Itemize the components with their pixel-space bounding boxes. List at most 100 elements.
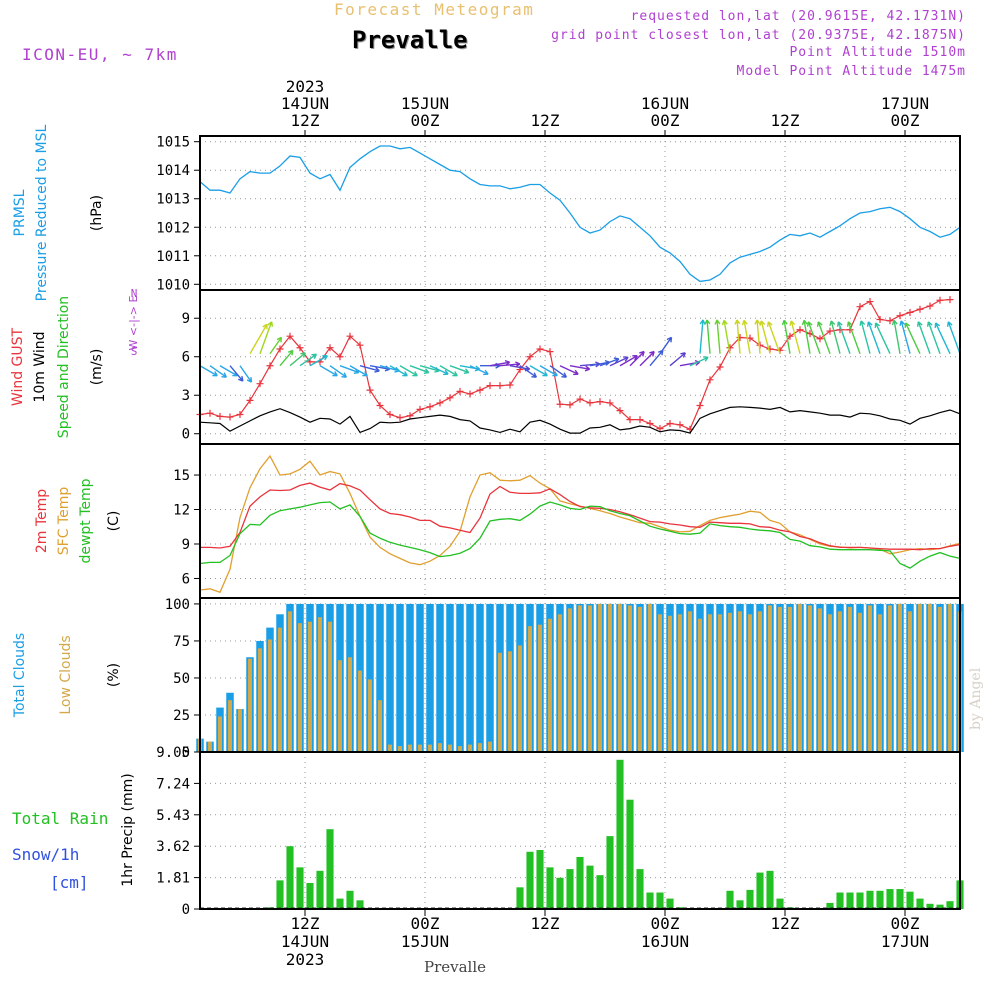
rain-bar — [616, 760, 623, 909]
year-label-bottom: 2023 — [286, 950, 325, 969]
rain-bar — [306, 883, 313, 909]
low-cloud-bar — [688, 611, 692, 752]
low-cloud-bar — [658, 614, 662, 752]
rain-bar — [566, 869, 573, 909]
low-cloud-bar — [228, 700, 232, 752]
low-cloud-bar — [648, 604, 652, 752]
low-cloud-bar — [468, 745, 472, 752]
rain-bar — [296, 867, 303, 909]
wind-title: 10m Wind — [32, 331, 48, 402]
rain-bar — [546, 867, 553, 909]
pressure-tick-label: 1013 — [156, 192, 190, 208]
pressure-title: PRMSL — [12, 189, 28, 236]
low-cloud-bar — [358, 671, 362, 752]
wind-direction-arrow — [540, 366, 557, 376]
gust-marker — [857, 303, 864, 310]
wind-direction-arrow — [868, 322, 880, 354]
precip-tick-label: 1.81 — [156, 871, 190, 887]
gust-marker — [447, 394, 454, 401]
time-label-top: 00Z — [651, 111, 680, 130]
credit-label: by Angel — [968, 668, 984, 730]
temp-2m-line — [200, 483, 960, 550]
meteogram: 1010101110121013101410150369691215025507… — [0, 0, 1000, 1000]
low-cloud-bar — [878, 614, 882, 752]
time-label-bottom: 00Z — [651, 914, 680, 933]
point-altitude: Point Altitude 1510m — [789, 45, 966, 60]
gust-marker — [217, 413, 224, 420]
rain-bar — [586, 866, 593, 909]
time-label-top: 15JUN — [401, 94, 449, 113]
wind-tick-label: 0 — [182, 427, 190, 443]
wind-direction-arrow — [790, 321, 800, 354]
total-cloud-bar — [386, 604, 394, 752]
low-cloud-bar — [438, 743, 442, 752]
wind-direction-arrow — [320, 366, 337, 376]
low-cloud-bar — [488, 742, 492, 752]
gust-marker — [437, 399, 444, 406]
low-cloud-bar — [618, 604, 622, 752]
temp-2m-title: 2m Temp — [34, 489, 50, 553]
model-point-altitude: Model Point Altitude 1475m — [737, 64, 967, 79]
rain-bar — [286, 846, 293, 909]
total-cloud-bar — [396, 604, 404, 752]
compass-we: W <-|-> E — [127, 296, 140, 351]
rain-bar — [746, 890, 753, 909]
wind-direction-arrow — [430, 366, 448, 375]
total-cloud-bar — [436, 604, 444, 752]
gust-marker — [597, 398, 604, 405]
low-cloud-bar — [818, 608, 822, 752]
gust-marker — [457, 388, 464, 395]
wind-direction-arrow — [600, 358, 619, 366]
gust-marker — [477, 387, 484, 394]
low-cloud-bar — [598, 604, 602, 752]
chart-top-title: Forecast Meteogram — [334, 0, 534, 19]
low-cloud-bar — [858, 613, 862, 752]
low-cloud-bar — [318, 617, 322, 752]
total-cloud-bar — [446, 604, 454, 752]
low-cloud-bar — [268, 639, 272, 752]
time-label-bottom: 16JUN — [641, 932, 689, 951]
rain-bar — [666, 899, 673, 909]
cloud-tick-label: 50 — [173, 671, 190, 687]
panel-frame — [200, 136, 960, 290]
wind-direction-arrow — [715, 320, 720, 354]
low-cloud-bar — [588, 605, 592, 752]
low-cloud-bar — [498, 653, 502, 752]
time-label-bottom: 12Z — [291, 914, 320, 933]
gust-marker — [207, 410, 214, 417]
rain-bar — [906, 892, 913, 909]
cloud-tick-label: 25 — [173, 708, 190, 724]
rain-bar — [576, 857, 583, 909]
temp-tick-label: 9 — [182, 537, 190, 553]
low-cloud-bar — [278, 628, 282, 752]
rain-bar — [606, 836, 613, 909]
gust-marker — [427, 403, 434, 410]
temp-tick-label: 6 — [182, 571, 190, 587]
pressure-tick-label: 1011 — [156, 249, 190, 265]
precip-tick-label: 7.24 — [156, 776, 190, 792]
low-cloud-bar — [338, 660, 342, 752]
rain-bar — [626, 800, 633, 909]
low-cloud-bar — [768, 605, 772, 752]
wind-tick-label: 3 — [182, 388, 190, 404]
gust-marker — [507, 381, 514, 388]
wind-direction-arrow — [470, 366, 488, 375]
wind-tick-label: 6 — [182, 350, 190, 366]
wind-direction-arrow — [860, 321, 870, 354]
low-cloud-bar — [518, 645, 522, 752]
low-cloud-bar — [668, 616, 672, 752]
gust-marker — [247, 397, 254, 404]
rain-bar — [846, 893, 853, 909]
rain-bar — [556, 878, 563, 909]
low-cloud-bar — [898, 604, 902, 752]
low-cloud-bar — [378, 700, 382, 752]
time-label-top: 16JUN — [641, 94, 689, 113]
gust-marker — [907, 309, 914, 316]
low-cloud-bar — [538, 625, 542, 752]
rain-bar — [336, 899, 343, 909]
time-label-bottom: 12Z — [771, 914, 800, 933]
total-cloud-bar — [486, 604, 494, 752]
wind-speed-title: Speed and Direction — [56, 296, 72, 438]
gust-marker — [417, 406, 424, 413]
pressure-unit: (hPa) — [89, 195, 105, 231]
